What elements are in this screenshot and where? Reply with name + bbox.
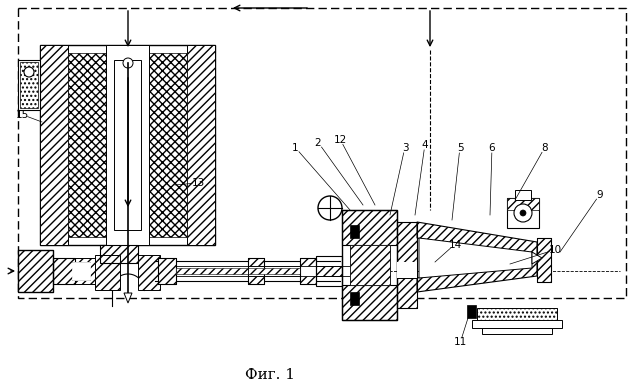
Circle shape bbox=[123, 58, 133, 68]
Bar bbox=[248, 258, 264, 284]
Bar bbox=[18, 60, 40, 110]
Bar bbox=[477, 308, 557, 322]
Text: 2: 2 bbox=[315, 138, 321, 148]
Bar bbox=[158, 258, 176, 284]
Bar bbox=[350, 292, 359, 305]
Bar bbox=[187, 45, 215, 245]
Bar bbox=[342, 210, 397, 245]
Text: 5: 5 bbox=[457, 143, 463, 153]
Text: 3: 3 bbox=[402, 143, 408, 153]
Bar bbox=[397, 262, 417, 278]
Text: 9: 9 bbox=[596, 190, 604, 200]
Bar bbox=[106, 45, 149, 245]
Bar bbox=[248, 258, 264, 284]
Bar bbox=[114, 60, 141, 230]
Bar bbox=[482, 328, 552, 334]
Bar bbox=[467, 305, 476, 318]
Bar bbox=[20, 62, 38, 108]
Text: 13: 13 bbox=[191, 178, 205, 188]
Text: 15: 15 bbox=[15, 110, 29, 120]
Bar bbox=[350, 225, 359, 238]
Bar bbox=[176, 268, 248, 274]
Text: 11: 11 bbox=[453, 337, 467, 347]
Bar bbox=[18, 8, 626, 298]
Bar bbox=[397, 222, 417, 308]
Bar bbox=[40, 45, 215, 245]
Bar bbox=[537, 238, 551, 282]
Bar bbox=[515, 190, 531, 200]
Bar bbox=[342, 285, 397, 320]
Text: 1: 1 bbox=[292, 143, 298, 153]
Bar bbox=[507, 198, 539, 210]
Polygon shape bbox=[419, 238, 532, 278]
Bar bbox=[507, 198, 539, 228]
Polygon shape bbox=[417, 258, 537, 292]
Bar bbox=[316, 256, 342, 286]
Bar bbox=[350, 245, 390, 285]
Bar bbox=[176, 266, 376, 276]
Bar bbox=[53, 258, 75, 284]
Bar bbox=[537, 238, 551, 282]
Text: Фиг. 1: Фиг. 1 bbox=[245, 368, 295, 382]
Bar bbox=[316, 266, 342, 276]
Bar bbox=[248, 266, 300, 276]
Bar bbox=[100, 245, 138, 263]
Bar bbox=[100, 245, 138, 263]
Bar bbox=[72, 262, 90, 280]
Bar bbox=[350, 245, 390, 285]
Text: 6: 6 bbox=[489, 143, 495, 153]
Bar bbox=[300, 258, 316, 284]
Text: 12: 12 bbox=[333, 135, 347, 145]
Polygon shape bbox=[532, 252, 542, 264]
Bar bbox=[95, 255, 120, 290]
Bar bbox=[53, 258, 75, 284]
Bar bbox=[397, 222, 417, 308]
Circle shape bbox=[24, 67, 34, 77]
Bar bbox=[158, 258, 176, 284]
Bar bbox=[342, 210, 397, 320]
Bar bbox=[18, 250, 53, 292]
Text: 4: 4 bbox=[422, 140, 428, 150]
Bar bbox=[149, 53, 187, 237]
Circle shape bbox=[514, 204, 532, 222]
Bar bbox=[75, 258, 97, 284]
Polygon shape bbox=[124, 293, 132, 303]
Bar bbox=[18, 250, 53, 292]
Bar bbox=[472, 320, 562, 328]
Text: 8: 8 bbox=[541, 143, 548, 153]
Polygon shape bbox=[417, 222, 537, 258]
Circle shape bbox=[520, 210, 526, 216]
Bar bbox=[248, 268, 300, 274]
Text: 10: 10 bbox=[548, 245, 561, 255]
Bar bbox=[40, 45, 68, 245]
Bar bbox=[68, 53, 106, 237]
Bar bbox=[138, 255, 160, 290]
Bar bbox=[300, 258, 316, 284]
Text: 14: 14 bbox=[449, 240, 461, 250]
Circle shape bbox=[318, 196, 342, 220]
